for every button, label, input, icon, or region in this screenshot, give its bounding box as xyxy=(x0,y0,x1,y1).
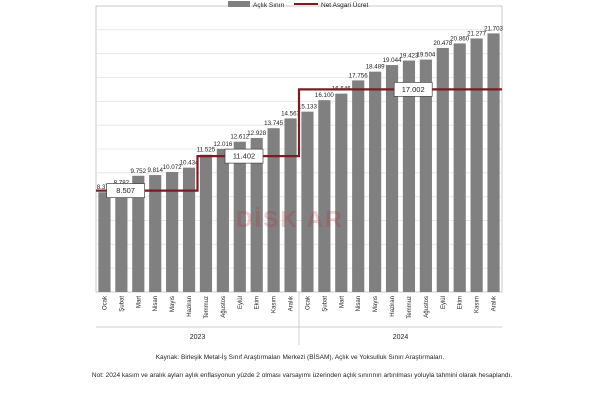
bar xyxy=(301,111,314,292)
x-tick-label: Haziran xyxy=(187,296,193,317)
footnote: Not: 2024 kasım ve aralık ayları aylık e… xyxy=(91,372,513,379)
x-tick-label: Mart xyxy=(136,296,142,308)
bar xyxy=(487,33,500,292)
bar xyxy=(419,59,432,292)
bar-value-label: 21.277 xyxy=(467,30,486,37)
x-tick-label: Nisan xyxy=(153,296,159,311)
x-tick-label: Temmuz xyxy=(407,296,413,319)
x-tick-label: Mayıs xyxy=(373,296,379,312)
bar-value-label: 9.814 xyxy=(147,167,163,174)
x-tick-label: Ocak xyxy=(305,295,311,310)
x-tick-label: Mart xyxy=(339,296,345,308)
bar xyxy=(453,43,466,292)
x-tick-label: Ağustos xyxy=(424,296,430,318)
legend-label: Açlık Sınırı xyxy=(253,2,285,9)
x-tick-label: Temmuz xyxy=(204,296,210,319)
bar-value-label: 16.100 xyxy=(315,92,334,99)
bar-value-label: 18.489 xyxy=(366,64,385,71)
x-tick-label: Ekim xyxy=(458,296,464,309)
bar xyxy=(385,65,399,293)
bar xyxy=(267,128,280,292)
callout-box xyxy=(224,148,264,164)
bar-value-label: 19.044 xyxy=(383,57,402,64)
callout-label: 8.507 xyxy=(116,186,135,195)
bar-value-label: 21.703 xyxy=(484,25,503,32)
bar xyxy=(335,93,348,293)
x-tick-label: Eylül xyxy=(238,296,244,309)
x-tick-label: Haziran xyxy=(390,296,396,317)
bar xyxy=(352,80,365,292)
bar-value-label: 12.612 xyxy=(230,134,249,141)
bar-value-label: 8.372 xyxy=(97,184,113,191)
bar-value-label: 19.504 xyxy=(416,52,435,59)
x-tick-label: Mayıs xyxy=(170,296,176,312)
x-tick-label: Aralık xyxy=(492,295,498,311)
bar-value-label: 13.745 xyxy=(264,120,283,127)
x-axis: Ocak Şubat Mart Nisan Mayıs Haziran Temmuz Ağus… xyxy=(96,292,502,345)
x-tick-label: Ocak xyxy=(102,295,108,310)
bar xyxy=(369,71,382,292)
x-tick-label: Kasım xyxy=(272,296,278,313)
bar-series xyxy=(98,33,500,293)
bar-value-label: 8.782 xyxy=(114,179,130,186)
callout-label: 11.402 xyxy=(233,152,255,161)
bar-value-label: 10.434 xyxy=(180,160,199,167)
bar xyxy=(182,167,196,292)
bar-value-label: 15.133 xyxy=(298,104,317,111)
bar-value-label: 11.525 xyxy=(197,147,216,154)
callout-box xyxy=(106,183,145,198)
bar xyxy=(115,187,128,292)
bar xyxy=(402,60,416,292)
bar xyxy=(250,137,263,292)
bar-value-label: 9.752 xyxy=(131,168,147,175)
x-tick-label: Şubat xyxy=(322,296,328,312)
legend: Açlık Sınırı Net Asgari Ücret xyxy=(228,1,369,9)
x-tick-label: Ekim xyxy=(255,296,261,309)
bar-value-label: 10.072 xyxy=(163,164,182,171)
bar xyxy=(318,100,331,293)
bar-value-label: 20.478 xyxy=(433,40,452,47)
legend-swatch-bars xyxy=(228,1,250,7)
x-tick-label: Aralık xyxy=(289,295,295,311)
callout-box xyxy=(393,82,433,97)
bar xyxy=(233,141,246,292)
source-note: Kaynak: Birleşik Metal-İş Sınıf Araştırm… xyxy=(155,354,445,361)
bar-value-label: 20.860 xyxy=(450,35,469,42)
x-tick-label: Eylül xyxy=(441,296,447,309)
bar-value-label: 12.016 xyxy=(213,141,232,148)
group-label: 2023 xyxy=(190,334,206,341)
x-tick-label: Nisan xyxy=(356,296,362,311)
bar xyxy=(470,38,483,292)
legend-label: Net Asgari Ücret xyxy=(321,1,369,9)
x-tick-label: Şubat xyxy=(119,296,125,312)
bar xyxy=(166,171,179,292)
bar xyxy=(284,118,297,293)
bar xyxy=(216,148,229,292)
bar xyxy=(149,175,162,292)
net-minimum-wage-callouts: 8.507 11.402 17.002 xyxy=(106,82,433,198)
bar xyxy=(98,192,111,292)
bar xyxy=(199,154,213,292)
bar-value-label: 14.567 xyxy=(281,110,300,117)
bar xyxy=(132,175,145,292)
callout-label: 17.002 xyxy=(402,85,425,94)
x-tick-label: Kasım xyxy=(475,296,481,313)
bar-value-label: 19.423 xyxy=(399,53,418,60)
bar-value-label: 12.928 xyxy=(247,130,266,137)
x-tick-label: Ağustos xyxy=(221,296,227,318)
group-label: 2024 xyxy=(393,334,409,341)
bar xyxy=(436,47,449,292)
bar-value-label: 17.756 xyxy=(349,72,368,79)
